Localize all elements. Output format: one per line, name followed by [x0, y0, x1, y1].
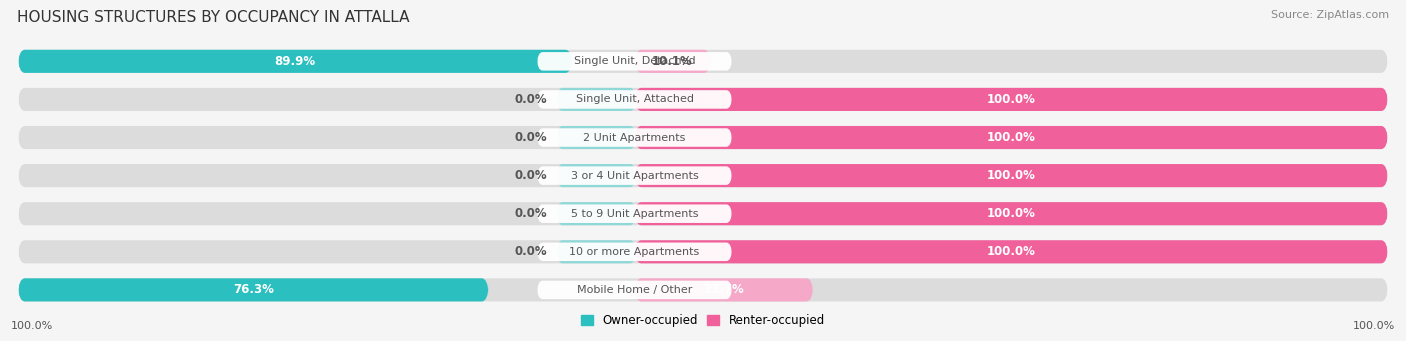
FancyBboxPatch shape: [558, 164, 634, 187]
Text: 89.9%: 89.9%: [274, 55, 316, 68]
FancyBboxPatch shape: [537, 281, 733, 299]
FancyBboxPatch shape: [634, 164, 1388, 187]
Legend: Owner-occupied, Renter-occupied: Owner-occupied, Renter-occupied: [576, 309, 830, 332]
FancyBboxPatch shape: [18, 50, 1388, 73]
FancyBboxPatch shape: [537, 205, 733, 223]
Text: 100.0%: 100.0%: [987, 131, 1036, 144]
Text: 0.0%: 0.0%: [515, 131, 547, 144]
FancyBboxPatch shape: [634, 278, 813, 301]
FancyBboxPatch shape: [18, 202, 1388, 225]
Text: 76.3%: 76.3%: [233, 283, 274, 296]
FancyBboxPatch shape: [537, 166, 733, 185]
Text: 0.0%: 0.0%: [515, 169, 547, 182]
FancyBboxPatch shape: [634, 88, 1388, 111]
Text: 100.0%: 100.0%: [987, 245, 1036, 258]
FancyBboxPatch shape: [18, 278, 488, 301]
Text: Single Unit, Detached: Single Unit, Detached: [574, 56, 696, 66]
FancyBboxPatch shape: [18, 164, 1388, 187]
Text: 5 to 9 Unit Apartments: 5 to 9 Unit Apartments: [571, 209, 699, 219]
Text: 0.0%: 0.0%: [515, 245, 547, 258]
Text: 23.7%: 23.7%: [703, 283, 744, 296]
Text: 10.1%: 10.1%: [652, 55, 693, 68]
FancyBboxPatch shape: [634, 126, 1388, 149]
Text: 10 or more Apartments: 10 or more Apartments: [569, 247, 700, 257]
Text: 3 or 4 Unit Apartments: 3 or 4 Unit Apartments: [571, 170, 699, 181]
FancyBboxPatch shape: [18, 278, 1388, 301]
Text: 100.0%: 100.0%: [987, 207, 1036, 220]
FancyBboxPatch shape: [18, 240, 1388, 263]
FancyBboxPatch shape: [558, 126, 634, 149]
FancyBboxPatch shape: [634, 202, 1388, 225]
FancyBboxPatch shape: [558, 202, 634, 225]
Text: 100.0%: 100.0%: [11, 321, 53, 331]
FancyBboxPatch shape: [634, 240, 1388, 263]
Text: HOUSING STRUCTURES BY OCCUPANCY IN ATTALLA: HOUSING STRUCTURES BY OCCUPANCY IN ATTAL…: [17, 10, 409, 25]
FancyBboxPatch shape: [537, 90, 733, 109]
FancyBboxPatch shape: [634, 50, 710, 73]
FancyBboxPatch shape: [558, 240, 634, 263]
Text: Mobile Home / Other: Mobile Home / Other: [576, 285, 692, 295]
Text: 100.0%: 100.0%: [1353, 321, 1395, 331]
Text: 0.0%: 0.0%: [515, 207, 547, 220]
FancyBboxPatch shape: [18, 50, 572, 73]
Text: 2 Unit Apartments: 2 Unit Apartments: [583, 133, 686, 143]
FancyBboxPatch shape: [558, 88, 634, 111]
FancyBboxPatch shape: [18, 88, 1388, 111]
FancyBboxPatch shape: [18, 126, 1388, 149]
FancyBboxPatch shape: [537, 52, 733, 71]
Text: Source: ZipAtlas.com: Source: ZipAtlas.com: [1271, 10, 1389, 20]
Text: 0.0%: 0.0%: [515, 93, 547, 106]
Text: 100.0%: 100.0%: [987, 169, 1036, 182]
Text: 100.0%: 100.0%: [987, 93, 1036, 106]
FancyBboxPatch shape: [537, 242, 733, 261]
Text: Single Unit, Attached: Single Unit, Attached: [575, 94, 693, 104]
FancyBboxPatch shape: [537, 128, 733, 147]
